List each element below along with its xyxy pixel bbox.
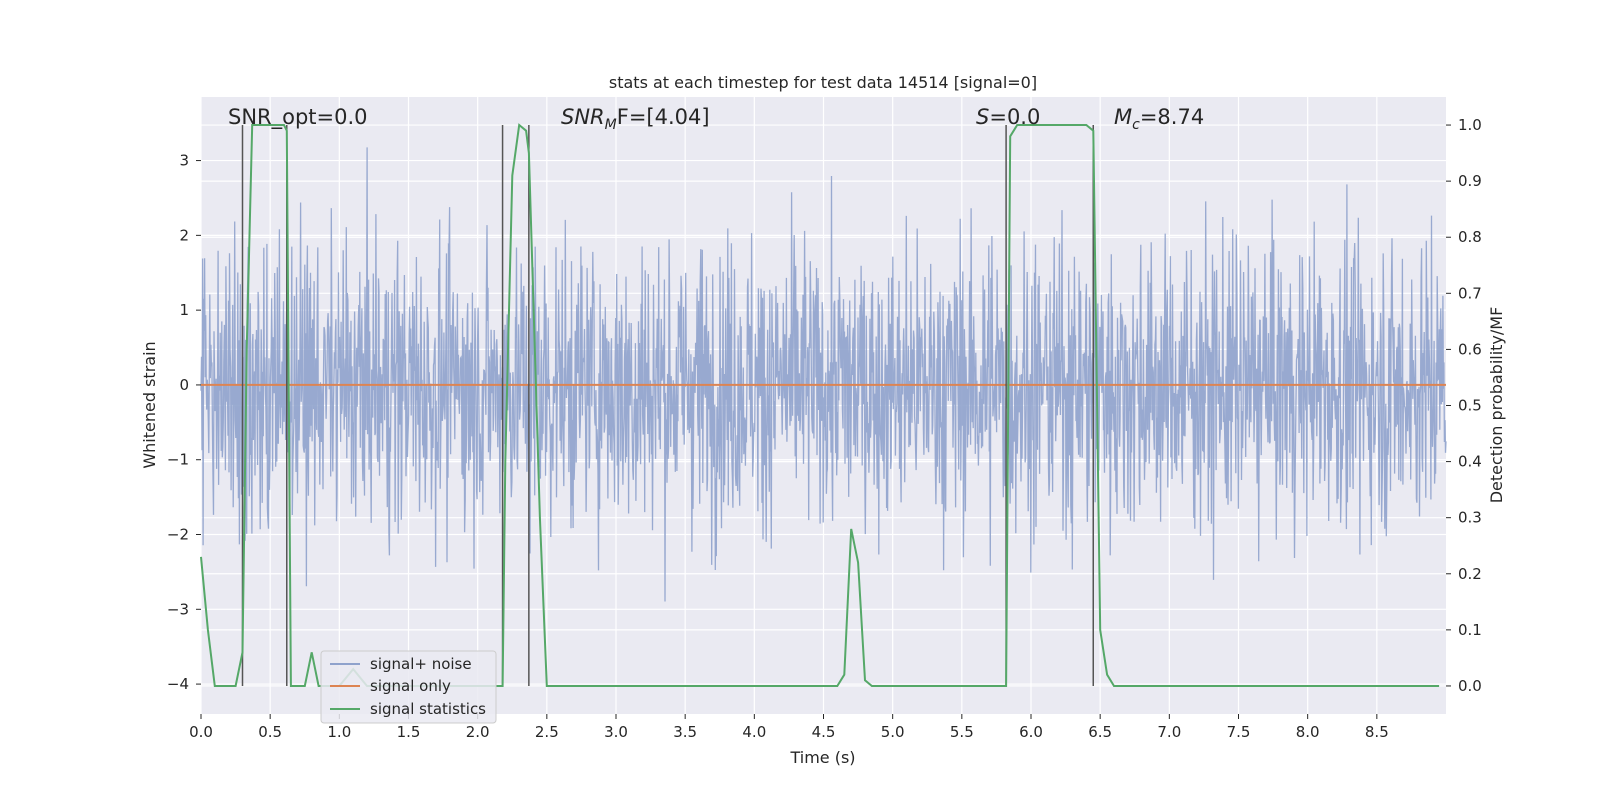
y-tick-label-right: 0.0 (1458, 677, 1482, 695)
x-tick-label: 2.0 (466, 723, 490, 741)
y-tick-label-right: 0.6 (1458, 340, 1482, 358)
x-tick-label: 6.5 (1088, 723, 1112, 741)
annotation-s-rest: =0.0 (989, 105, 1040, 129)
y-tick-label-left: 2 (179, 226, 189, 244)
y-tick-label-right: 1.0 (1458, 116, 1482, 134)
annotation-snr-mf: SNRMF=[4.04] (561, 105, 710, 133)
y-tick-label-left: 3 (179, 152, 189, 170)
x-tick-label: 3.0 (604, 723, 628, 741)
y-tick-label-left: −1 (167, 451, 189, 469)
x-tick-label: 8.0 (1296, 723, 1320, 741)
y-tick-label-right: 0.1 (1458, 621, 1482, 639)
series-signal-noise (200, 147, 1447, 602)
annotation-snr-opt: SNR_opt=0.0 (228, 105, 368, 130)
legend-label-signal-statistics: signal statistics (370, 700, 486, 718)
y-tick-label-right: 0.7 (1458, 284, 1482, 302)
legend-box (320, 650, 497, 724)
x-tick-label: 1.0 (327, 723, 351, 741)
y-axis-label-left: Whitened strain (140, 341, 159, 468)
axes: 0.0 0.5 1.0 1.5 2.0 2.5 3.0 3.5 4.0 4.5 5.0 5.5 6.0 6… (167, 116, 1482, 741)
y-tick-label-right: 0.5 (1458, 397, 1482, 415)
x-tick-label: 4.5 (812, 723, 836, 741)
x-tick-label: 5.5 (950, 723, 974, 741)
x-tick-label: 1.5 (397, 723, 421, 741)
y-tick-label-right: 0.8 (1458, 228, 1482, 246)
x-tick-label: 0.0 (189, 723, 213, 741)
y-tick-label-left: −4 (167, 675, 189, 693)
x-tick-label: 7.0 (1157, 723, 1181, 741)
annotation-mc-rest: =8.74 (1140, 105, 1204, 129)
series-signal-statistics (200, 123, 1440, 687)
annotation-snr-mf-rest: F=[4.04] (617, 105, 710, 129)
legend-label-signal-noise: signal+ noise (370, 655, 472, 673)
x-tick-label: 0.5 (258, 723, 282, 741)
x-tick-label: 6.0 (1019, 723, 1043, 741)
y-tick-label-right: 0.2 (1458, 565, 1482, 583)
y-tick-label-left: −2 (167, 526, 189, 544)
y-tick-label-right: 0.4 (1458, 453, 1482, 471)
annotation-s-main: S (976, 105, 989, 129)
legend-label-signal-only: signal only (370, 677, 451, 695)
y-tick-label-left: 1 (179, 301, 189, 319)
signal-statistics-line (200, 123, 1440, 687)
y-axis-label-right: Detection probability/MF (1487, 307, 1506, 504)
annotation-mc: Mc=8.74 (1114, 105, 1204, 133)
annotation-mc-main: M (1114, 105, 1132, 129)
x-axis-label: Time (s) (789, 748, 855, 767)
annotation-snr-mf-main: SNR (561, 105, 605, 129)
legend: signal+ noise signal only signal statist… (320, 650, 497, 724)
y-tick-label-left: 0 (179, 376, 189, 394)
annotation-mc-sub: c (1132, 117, 1140, 133)
signal-noise-line (200, 147, 1447, 602)
y-tick-label-right: 0.3 (1458, 509, 1482, 527)
x-tick-label: 4.0 (742, 723, 766, 741)
annotation-snr-mf-sub: M (605, 117, 617, 133)
x-tick-label: 8.5 (1365, 723, 1389, 741)
x-tick-label: 2.5 (535, 723, 559, 741)
y-tick-label-right: 0.9 (1458, 172, 1482, 190)
x-tick-label: 7.5 (1227, 723, 1251, 741)
x-tick-label: 5.0 (881, 723, 905, 741)
x-tick-label: 3.5 (673, 723, 697, 741)
annotation-s: S=0.0 (976, 105, 1040, 129)
chart-title: stats at each timestep for test data 145… (609, 73, 1037, 92)
y-tick-label-left: −3 (167, 600, 189, 618)
